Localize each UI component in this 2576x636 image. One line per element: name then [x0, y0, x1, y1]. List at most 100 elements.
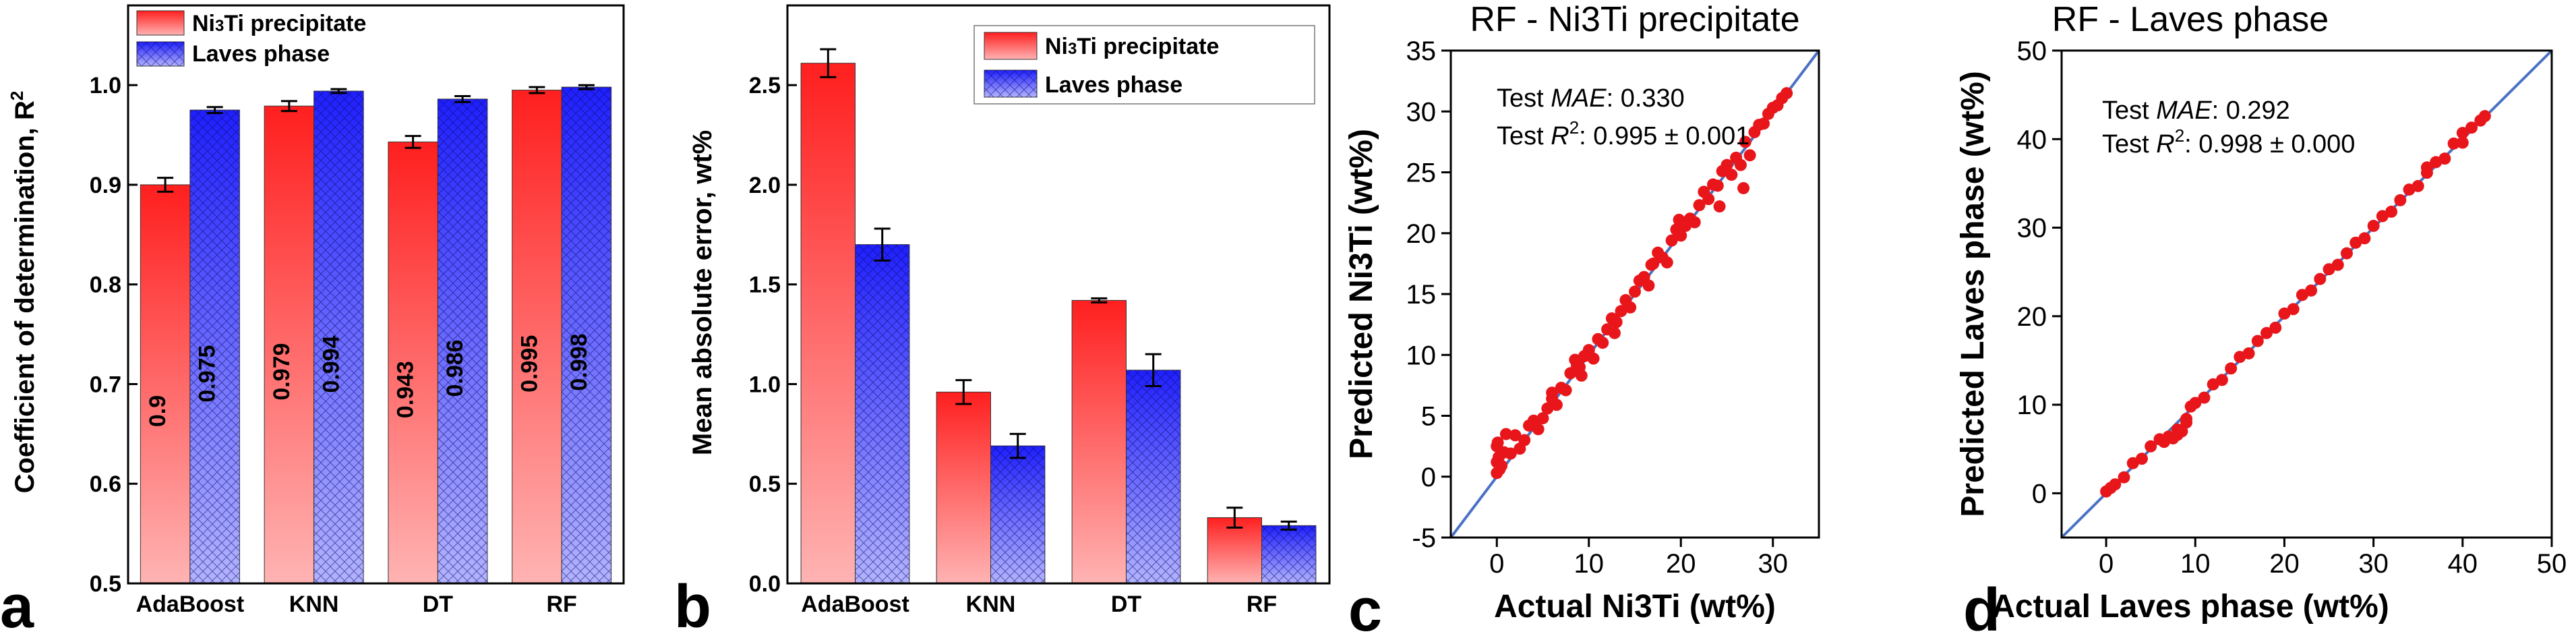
y-tick-label: 2.5: [749, 73, 781, 98]
scatter-point: [2314, 272, 2327, 285]
scatter-point: [2189, 397, 2202, 409]
bar-hatch: [438, 98, 487, 584]
scatter-point: [1665, 234, 1678, 247]
scatter-point: [2251, 335, 2264, 347]
scatter-point: [2478, 110, 2491, 123]
scatter-point: [2171, 423, 2184, 436]
scatter-point: [2456, 127, 2469, 140]
bar-ni3ti-adaboost: [140, 184, 191, 584]
y-tick-label: 10: [2017, 391, 2047, 420]
panel-c-r2: Test R2: 0.995 ± 0.001: [1497, 117, 1749, 150]
bar-data-label: 0.986: [442, 339, 468, 397]
scatter-point: [1518, 434, 1531, 446]
scatter-point: [2287, 303, 2300, 316]
y-tick-label: 0.8: [90, 272, 121, 298]
scatter-point: [1532, 423, 1545, 436]
scatter-point: [1725, 169, 1738, 181]
scatter-point: [2340, 247, 2353, 260]
x-tick-label: KNN: [289, 591, 339, 617]
scatter-point: [2358, 232, 2371, 245]
panel-c-xlabel: Actual Ni3Ti (wt%): [1494, 589, 1776, 625]
bar-data-label: 0.979: [269, 343, 295, 401]
panel-d-mae: Test MAE: 0.292: [2102, 96, 2290, 125]
scatter-point: [2331, 258, 2344, 271]
x-tick-label: DT: [423, 591, 454, 617]
panel-b-axes: 0.0 0.5 1.0 1.5 2.0 2.5 AdaBoost KNN DT RF: [749, 4, 1331, 617]
panel-letter-c: c: [1348, 577, 1382, 636]
scatter-point: [1642, 279, 1655, 292]
bar-hatch: [990, 446, 1045, 583]
scatter-point: [2465, 121, 2478, 134]
scatter-point: [1610, 316, 1623, 328]
y-tick-label: 0.7: [90, 372, 121, 397]
y-tick-label: 0: [1421, 463, 1436, 492]
scatter-point: [1629, 285, 1641, 298]
x-tick-label: RF: [546, 591, 576, 617]
panel-b-bars: [800, 48, 1317, 584]
scatter-point: [1688, 216, 1701, 229]
scatter-point: [2180, 416, 2193, 429]
x-tick-label: 0: [1489, 549, 1504, 579]
y-tick-label: 25: [1406, 158, 1437, 188]
legend-swatch-ni3ti: [984, 32, 1038, 60]
legend-label-ni3ti: Ni3Ti precipitate: [192, 11, 366, 36]
scatter-point: [2367, 219, 2380, 232]
bar-data-label: 0.994: [318, 335, 344, 393]
scatter-point: [1660, 256, 1673, 269]
bar-ni3ti-adaboost: [800, 63, 856, 584]
scatter-point: [1675, 229, 1687, 242]
scatter-point: [2145, 440, 2157, 453]
scatter-point: [1711, 179, 1724, 192]
scatter-point: [1559, 384, 1572, 397]
panel-c: RF - Ni3Ti precipitate 0 10 20 30 -5 0 5 10 15 20…: [1344, 0, 1820, 636]
scatter-point: [2260, 326, 2273, 339]
panel-d-annotation: Test MAE: 0.292 Test R2: 0.998 ± 0.000: [2102, 96, 2355, 158]
scatter-point: [1739, 136, 1751, 148]
scatter-point: [1758, 117, 1770, 130]
y-tick-label: 0.0: [749, 571, 781, 597]
x-tick-label: DT: [1111, 591, 1142, 617]
panel-a-bars: 0.9 0.979 0.943 0.995 0.975 0.994 0.986 0.998: [140, 84, 612, 584]
scatter-point: [2305, 284, 2318, 297]
scatter-point: [1713, 200, 1726, 213]
y-tick-label: 1.0: [749, 372, 781, 397]
bar-hatch: [562, 87, 611, 584]
panel-d: RF - Laves phase 0 10 20 30 40 5001020304050 …: [1955, 0, 2567, 636]
panel-d-r2: Test R2: 0.998 ± 0.000: [2102, 125, 2355, 158]
x-tick-label: RF: [1247, 591, 1277, 617]
scatter-point: [1546, 386, 1559, 399]
scatter-point: [1587, 352, 1600, 365]
x-tick-label: 0: [2099, 549, 2114, 579]
scatter-point: [1571, 359, 1584, 372]
scatter-point: [1737, 181, 1750, 194]
y-tick-label: 50: [2017, 36, 2047, 66]
legend-label-laves: Laves phase: [192, 41, 330, 67]
scatter-point: [2420, 161, 2433, 174]
x-tick-label: 40: [2448, 549, 2478, 579]
scatter-point: [1575, 369, 1588, 382]
panel-b: 0.0 0.5 1.0 1.5 2.0 2.5 AdaBoost KNN DT RF Mean a…: [674, 4, 1331, 636]
scatter-point: [2242, 347, 2255, 359]
bar-hatch: [189, 110, 240, 583]
y-tick-label: 0.5: [749, 471, 781, 497]
x-tick-label: 20: [1666, 549, 1696, 579]
panel-letter-d: d: [1963, 577, 2000, 636]
scatter-point: [1743, 149, 1756, 162]
scatter-point: [1608, 326, 1621, 339]
legend-label-ni3ti: Ni3Ti precipitate: [1045, 34, 1219, 59]
bar-hatch: [1126, 370, 1180, 583]
panel-c-ylabel: Predicted Ni3Ti (wt%): [1344, 129, 1379, 459]
y-tick-label: 0.6: [90, 471, 121, 497]
scatter-point: [1734, 158, 1747, 171]
scatter-point: [1596, 337, 1609, 349]
y-tick-label: 10: [1406, 341, 1437, 370]
bar-data-label: 0.9: [145, 395, 171, 427]
bar-data-label: 0.975: [195, 345, 220, 403]
x-tick-label: 10: [2180, 549, 2211, 579]
panel-c-title: RF - Ni3Ti precipitate: [1470, 0, 1799, 39]
y-tick-label: 20: [1406, 219, 1437, 249]
x-tick-label: 50: [2537, 549, 2567, 579]
scatter-point: [1499, 428, 1512, 440]
bar-ni3ti-knn: [264, 105, 315, 584]
